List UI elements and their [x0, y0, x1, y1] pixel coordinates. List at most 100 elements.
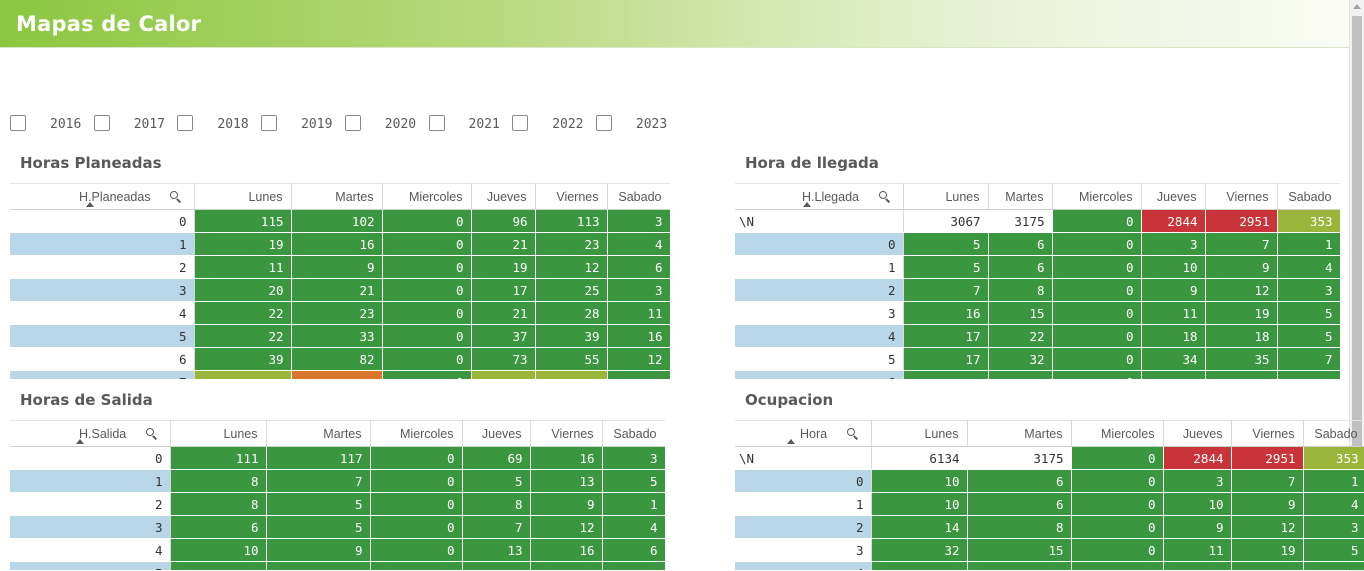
scroll-up-arrow-icon[interactable]	[1353, 4, 1361, 9]
heatmap-cell: 34	[1141, 347, 1206, 371]
row-header: \N	[735, 446, 872, 470]
year-checkbox[interactable]	[344, 115, 361, 131]
table-row: 2 7 8 0 9 12 3	[735, 278, 1340, 302]
year-checkbox[interactable]	[261, 115, 278, 131]
heatmap-cell	[1205, 370, 1278, 379]
heatmap-cell: 23	[291, 301, 383, 325]
heatmap-cell: 17	[471, 278, 536, 302]
column-header-viernes[interactable]: Viernes	[1231, 420, 1304, 447]
heatmap-cell: 32	[988, 347, 1053, 371]
scrollbar-thumb[interactable]	[1352, 16, 1362, 474]
column-header-miercoles[interactable]: Miercoles	[1052, 183, 1142, 210]
heatmap-cell: 102	[291, 209, 383, 233]
heatmap-cell: 82	[291, 347, 383, 371]
heatmap-cell: 7	[1277, 347, 1340, 371]
heatmap-cell: 22	[988, 324, 1053, 348]
column-header-lunes[interactable]: Lunes	[903, 183, 989, 210]
column-header-viernes[interactable]: Viernes	[535, 183, 608, 210]
dimension-header[interactable]: H.Salida	[10, 420, 171, 447]
heatmap-cell	[462, 561, 531, 570]
heatmap-cell: 4	[602, 515, 665, 539]
search-icon[interactable]	[879, 191, 891, 203]
heatmap-cell: 2844	[1163, 446, 1232, 470]
column-header-martes[interactable]: Martes	[291, 183, 383, 210]
heatmap-cell: 3	[1163, 469, 1232, 493]
column-header-martes[interactable]: Martes	[967, 420, 1072, 447]
column-header-viernes[interactable]: Viernes	[530, 420, 603, 447]
heatmap-cell: 13	[462, 538, 531, 562]
heatmap-table-viewport[interactable]: H.Planeadas Lunes Martes Miercoles Jueves Vie…	[10, 183, 670, 379]
table-row: 1 8 7 0 5 13 5	[10, 469, 665, 493]
heatmap-cell: 11	[607, 301, 670, 325]
heatmap-cell: 10	[170, 538, 267, 562]
sort-ascending-icon[interactable]	[803, 202, 811, 207]
column-header-lunes[interactable]: Lunes	[170, 420, 267, 447]
column-header-miercoles[interactable]: Miercoles	[1071, 420, 1164, 447]
heatmap-cell: 0	[1052, 301, 1142, 325]
heatmap-cell	[967, 561, 1072, 570]
column-header-martes[interactable]: Martes	[988, 183, 1053, 210]
column-header-lunes[interactable]: Lunes	[871, 420, 968, 447]
column-header-jueves[interactable]: Jueves	[471, 183, 536, 210]
year-checkbox[interactable]	[93, 115, 110, 131]
panel-horas-de-salida: Horas de Salida H.Salida Lunes Martes Mierco…	[10, 391, 670, 571]
year-checkbox[interactable]	[177, 115, 194, 131]
column-header-jueves[interactable]: Jueves	[1163, 420, 1232, 447]
table-row: 3 6 5 0 7 12 4	[10, 515, 665, 539]
column-header-miercoles[interactable]: Miercoles	[382, 183, 472, 210]
heatmap-cell: 12	[530, 515, 603, 539]
heatmap-cell: 10	[871, 469, 968, 493]
row-header: 0	[735, 469, 872, 493]
table-row: \N 3067 3175 0 2844 2951 353	[735, 209, 1340, 233]
sort-ascending-icon[interactable]	[76, 439, 84, 444]
column-header-sabado[interactable]: Sabado	[602, 420, 665, 447]
column-header-sabado[interactable]: Sabado	[1303, 420, 1364, 447]
heatmap-cell: 19	[194, 232, 292, 256]
heatmap-cell: 18	[1205, 324, 1278, 348]
dimension-header[interactable]: H.Llegada	[735, 183, 904, 210]
row-header: 1	[10, 469, 171, 493]
search-icon[interactable]	[170, 191, 182, 203]
table-row: 3 32 15 0 11 19 5	[735, 538, 1364, 562]
column-header-sabado[interactable]: Sabado	[1277, 183, 1340, 210]
table-row: 0 111 117 0 69 16 3	[10, 446, 665, 470]
heatmap-table-viewport[interactable]: H.Llegada Lunes Martes Miercoles Jueves Viern…	[735, 183, 1340, 379]
heatmap-cell: 8	[988, 278, 1053, 302]
column-header-lunes[interactable]: Lunes	[194, 183, 292, 210]
year-checkbox[interactable]	[10, 115, 26, 131]
heatmap-cell	[471, 370, 536, 379]
dimension-header[interactable]: H.Planeadas	[10, 183, 195, 210]
year-checkbox[interactable]	[595, 115, 612, 131]
heatmap-cell: 21	[471, 232, 536, 256]
column-header-jueves[interactable]: Jueves	[1141, 183, 1206, 210]
row-header: 4	[10, 301, 195, 325]
heatmap-cell: 4	[1277, 255, 1340, 279]
table-row: 3 20 21 0 17 25 3	[10, 278, 670, 302]
column-header-sabado[interactable]: Sabado	[607, 183, 670, 210]
dimension-header[interactable]: Hora	[735, 420, 872, 447]
column-header-miercoles[interactable]: Miercoles	[370, 420, 463, 447]
app-header: Mapas de Calor	[0, 0, 1350, 48]
heatmap-cell: 37	[471, 324, 536, 348]
row-header: 2	[735, 515, 872, 539]
column-header-jueves[interactable]: Jueves	[462, 420, 531, 447]
table-row: 5 17 32 0 34 35 7	[735, 347, 1340, 371]
heatmap-cell: 0	[382, 347, 472, 371]
row-header: 6	[10, 347, 195, 371]
heatmap-cell: 5	[462, 469, 531, 493]
heatmap-table-viewport[interactable]: Hora Lunes Martes Miercoles Jueves Viernes Sab…	[735, 420, 1364, 570]
sort-ascending-icon[interactable]	[787, 439, 795, 444]
column-header-martes[interactable]: Martes	[266, 420, 371, 447]
year-checkbox[interactable]	[428, 115, 445, 131]
column-header-viernes[interactable]: Viernes	[1205, 183, 1278, 210]
search-icon[interactable]	[847, 428, 859, 440]
heatmap-cell: 115	[194, 209, 292, 233]
heatmap-cell: 18	[1141, 324, 1206, 348]
heatmap-table-viewport[interactable]: H.Salida Lunes Martes Miercoles Jueves Vierne…	[10, 420, 665, 570]
sort-ascending-icon[interactable]	[86, 202, 94, 207]
year-checkbox[interactable]	[512, 115, 529, 131]
search-icon[interactable]	[146, 428, 158, 440]
heatmap-cell: 0	[370, 446, 463, 470]
heatmap-table: Hora Lunes Martes Miercoles Jueves Viernes Sab…	[735, 420, 1364, 570]
row-header: 0	[10, 209, 195, 233]
